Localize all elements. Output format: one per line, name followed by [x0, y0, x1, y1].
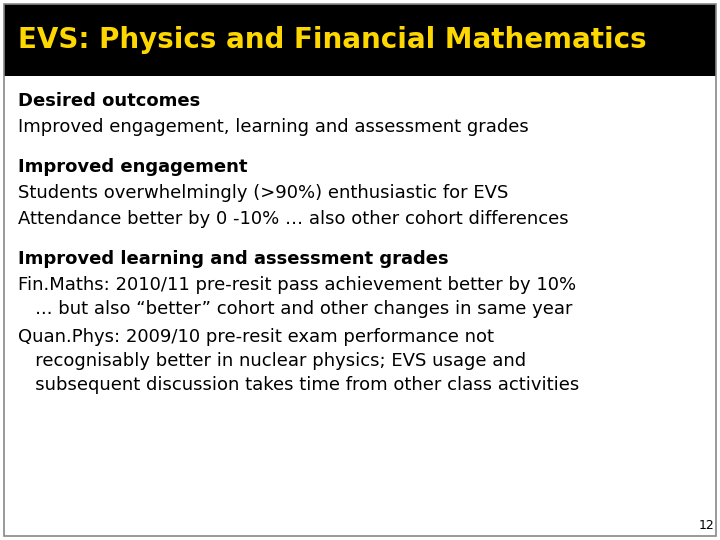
- Bar: [4, 4, 716, 76]
- Text: Improved engagement, learning and assessment grades: Improved engagement, learning and assess…: [18, 118, 528, 136]
- Text: Improved engagement: Improved engagement: [18, 158, 248, 176]
- Text: Attendance better by 0 -10% … also other cohort differences: Attendance better by 0 -10% … also other…: [18, 210, 569, 228]
- Text: Quan.Phys: 2009/10 pre-resit exam performance not: Quan.Phys: 2009/10 pre-resit exam perfor…: [18, 328, 494, 346]
- Text: Improved learning and assessment grades: Improved learning and assessment grades: [18, 250, 449, 268]
- Text: subsequent discussion takes time from other class activities: subsequent discussion takes time from ot…: [18, 376, 580, 394]
- Text: Desired outcomes: Desired outcomes: [18, 92, 200, 110]
- Text: ... but also “better” cohort and other changes in same year: ... but also “better” cohort and other c…: [18, 300, 572, 318]
- Text: Fin.Maths: 2010/11 pre-resit pass achievement better by 10%: Fin.Maths: 2010/11 pre-resit pass achiev…: [18, 276, 576, 294]
- Text: Students overwhelmingly (>90%) enthusiastic for EVS: Students overwhelmingly (>90%) enthusias…: [18, 184, 508, 202]
- Text: 12: 12: [698, 519, 714, 532]
- Text: EVS: Physics and Financial Mathematics: EVS: Physics and Financial Mathematics: [18, 26, 647, 54]
- Text: recognisably better in nuclear physics; EVS usage and: recognisably better in nuclear physics; …: [18, 352, 526, 370]
